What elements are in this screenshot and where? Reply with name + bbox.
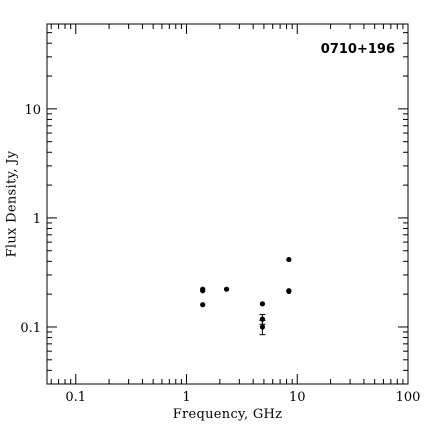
data-point <box>259 324 266 330</box>
y-axis-label: Flux Density, Jy <box>5 150 20 257</box>
data-point <box>259 301 266 307</box>
y-tick-label: 0.1 <box>20 321 41 336</box>
y-tick-label: 1 <box>33 212 41 227</box>
axis-ticks <box>47 23 409 385</box>
plot-frame <box>46 23 409 385</box>
data-point <box>286 288 292 294</box>
x-tick-label: 1 <box>182 390 190 405</box>
data-point <box>200 286 206 292</box>
data-point <box>200 302 206 308</box>
x-axis-label: Frequency, GHz <box>173 407 283 422</box>
data-point <box>286 256 292 263</box>
tick-labels: 0.1 1 10 100 0.1 1 10 <box>20 103 420 405</box>
data-point <box>223 286 230 292</box>
data-points <box>200 256 292 336</box>
x-tick-label: 100 <box>396 390 421 405</box>
source-label: 0710+196 <box>321 42 395 57</box>
x-tick-label: 10 <box>289 390 306 405</box>
x-tick-label: 0.1 <box>65 390 86 405</box>
y-tick-label: 10 <box>24 103 41 118</box>
